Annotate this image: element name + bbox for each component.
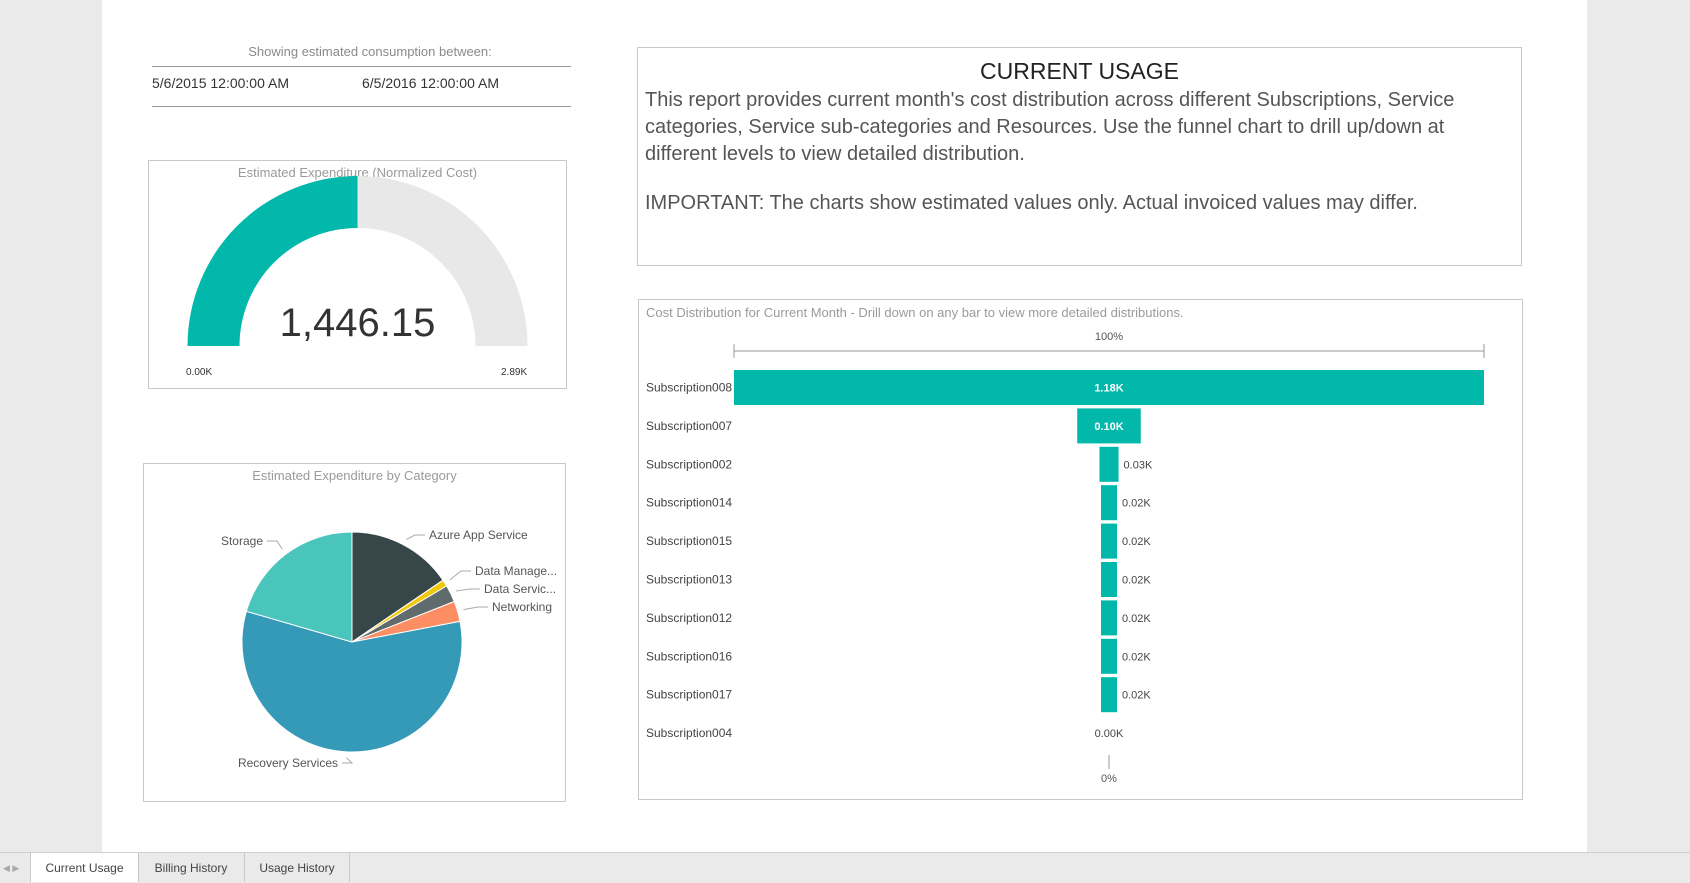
- pie-leader-line: [456, 588, 480, 592]
- consumption-caption: Showing estimated consumption between:: [248, 44, 492, 59]
- tab-scroll-arrows-icon[interactable]: ◀ ▶: [3, 863, 20, 873]
- funnel-category-label: Subscription002: [646, 457, 732, 471]
- pie-leader-line: [449, 570, 471, 581]
- pie-title: Estimated Expenditure by Category: [252, 468, 457, 483]
- tab-billing-history[interactable]: Billing History: [138, 853, 245, 882]
- funnel-category-label: Subscription016: [646, 649, 732, 663]
- pie-label: Storage: [221, 534, 263, 548]
- funnel-category-label: Subscription012: [646, 611, 732, 625]
- pie-label: Data Manage...: [475, 564, 557, 578]
- funnel-value-label: 0.10K: [1094, 421, 1123, 433]
- usage-description: This report provides current month's cos…: [645, 89, 1455, 165]
- funnel-visual[interactable]: Cost Distribution for Current Month - Dr…: [638, 299, 1523, 800]
- gauge-max-label: 2.89K: [501, 367, 528, 378]
- gauge-track: [357, 176, 528, 346]
- funnel-category-label: Subscription007: [646, 419, 732, 433]
- funnel-title: Cost Distribution for Current Month - Dr…: [646, 305, 1184, 320]
- funnel-bottom-percent: 0%: [1101, 773, 1117, 785]
- start-date[interactable]: 5/6/2015 12:00:00 AM: [152, 75, 289, 91]
- funnel-category-label: Subscription013: [646, 573, 732, 587]
- funnel-bar[interactable]: [1077, 408, 1141, 444]
- funnel-bar[interactable]: [1101, 485, 1117, 521]
- pie-label: Data Servic...: [484, 582, 556, 596]
- tab-current-usage[interactable]: Current Usage: [30, 853, 139, 882]
- funnel-bar[interactable]: [1101, 600, 1117, 636]
- pie-leader-line: [267, 540, 283, 550]
- funnel-bar[interactable]: [1101, 562, 1117, 597]
- usage-title: CURRENT USAGE: [980, 58, 1179, 84]
- funnel-value-label: 0.02K: [1122, 690, 1151, 702]
- pie-slice[interactable]: [351, 531, 444, 643]
- usage-important-note: IMPORTANT: The charts show estimated val…: [645, 192, 1418, 214]
- pie-slice[interactable]: [241, 610, 463, 753]
- range-divider-bottom: [152, 106, 571, 107]
- funnel-category-label: Subscription008: [646, 381, 732, 395]
- funnel-bar[interactable]: [1101, 523, 1117, 559]
- funnel-category-label: Subscription015: [646, 534, 732, 548]
- funnel-bar[interactable]: [734, 370, 1484, 405]
- gauge-chart: [187, 176, 528, 346]
- pie-leader-line: [406, 534, 425, 540]
- end-date[interactable]: 6/5/2016 12:00:00 AM: [362, 75, 499, 91]
- funnel-chart: 100% Subscription008 1.18K Subscription007 0…: [646, 331, 1485, 785]
- funnel-value-label: 0.03K: [1124, 459, 1153, 471]
- funnel-value-label: 0.02K: [1122, 498, 1151, 510]
- gauge-value: 1,446.15: [279, 301, 436, 345]
- tab-usage-history[interactable]: Usage History: [245, 853, 350, 882]
- gauge-min-label: 0.00K: [186, 367, 213, 378]
- gauge-title: Estimated Expenditure (Normalized Cost): [237, 165, 478, 180]
- pie-label: Azure App Service: [429, 528, 528, 542]
- pie-slice[interactable]: [245, 531, 353, 643]
- funnel-value-label: 0.00K: [1095, 728, 1124, 740]
- current-usage-box: CURRENT USAGE This report provides curre…: [637, 47, 1522, 266]
- funnel-bar[interactable]: [1099, 446, 1119, 482]
- pie-chart: Azure App Service Data Manage... Data Serv…: [221, 528, 557, 770]
- pie-label: Networking: [492, 600, 552, 614]
- range-divider-top: [152, 66, 571, 67]
- pie-visual[interactable]: Estimated Expenditure by Category Azure …: [143, 463, 566, 802]
- page-tab-bar: ◀ ▶ Current Usage Billing History Usage …: [0, 852, 1690, 883]
- funnel-value-label: 0.02K: [1122, 536, 1151, 548]
- pie-label: Recovery Services: [238, 756, 338, 770]
- funnel-value-label: 0.02K: [1122, 613, 1151, 625]
- gauge-visual[interactable]: Estimated Expenditure (Normalized Cost) …: [148, 160, 567, 389]
- gauge-fill: [187, 176, 358, 346]
- funnel-category-label: Subscription014: [646, 496, 732, 510]
- funnel-top-percent: 100%: [1095, 331, 1123, 343]
- funnel-value-label: 0.02K: [1122, 575, 1151, 587]
- funnel-category-label: Subscription017: [646, 688, 732, 702]
- funnel-bar[interactable]: [1101, 677, 1117, 713]
- funnel-value-label: 0.02K: [1122, 651, 1151, 663]
- funnel-category-label: Subscription004: [646, 726, 732, 740]
- funnel-value-label: 1.18K: [1094, 383, 1123, 395]
- funnel-bar[interactable]: [1101, 638, 1117, 674]
- pie-leader-line: [463, 606, 488, 611]
- pie-leader-line: [342, 757, 354, 764]
